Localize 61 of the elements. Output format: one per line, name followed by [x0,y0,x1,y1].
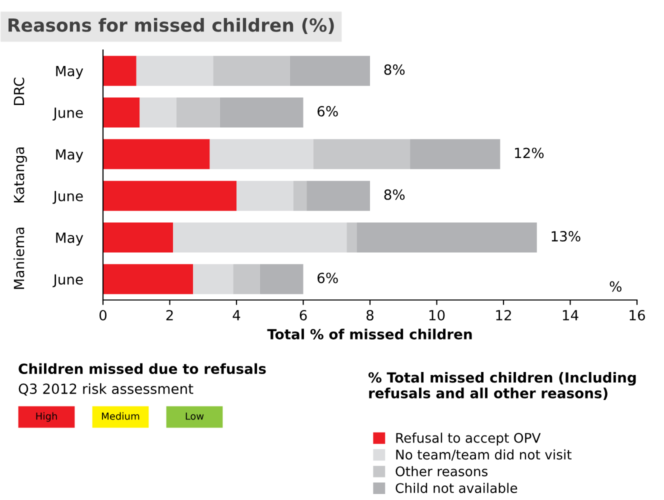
bar [213,56,290,86]
x-tick-label: 16 [630,310,645,320]
bar [293,180,307,211]
legend-title: % Total missed children (Including refusals and all other reasons) [368,372,636,400]
y-tick-label: May [56,66,84,79]
bar [140,98,176,128]
x-axis-title: Total % of missed children [267,328,472,340]
bar [103,98,140,128]
bar [260,264,304,294]
bar [356,222,537,252]
bar [173,222,347,252]
x-tick-label: 14 [562,310,578,320]
category-label: Medium [102,412,140,420]
bar [193,264,234,294]
legend-label: Other reasons [396,466,488,476]
category-label: Low [186,412,204,420]
total-label: 8% [384,189,405,200]
bar [210,139,314,170]
text: Q3 2012 risk assessment [18,383,194,396]
bar [233,264,260,294]
bar [103,180,236,211]
category-label: High [36,412,57,422]
bar [176,98,220,128]
bar [103,222,174,252]
y-tick-label: June [52,274,83,288]
total-label: 12% [515,148,544,158]
x-tick-label: 10 [429,310,445,320]
total-label: 6% [318,106,338,117]
x-tick-label: 4 [232,310,240,320]
annotation: % [610,281,622,292]
bar [346,222,357,252]
text: Children missed due to refusals [18,363,266,374]
x-tick-label: 0 [99,310,106,320]
legend-label: No team/team did not visit [396,449,572,461]
bar [236,180,294,211]
total-label: 8% [384,64,405,75]
bar [410,139,500,170]
x-tick-label: 8 [366,310,374,320]
bar [220,98,304,128]
bar [290,56,370,86]
legend-label: Refusal to accept OPV [396,432,541,446]
y-tick-label: May [56,149,84,162]
text: Katanga [14,148,27,202]
x-tick-label: 12 [496,310,511,320]
y-tick-label: June [52,108,83,121]
bar [103,139,210,170]
bar [103,264,194,294]
text: DRC [14,78,24,105]
chart-title: Reasons for missed children (%) [8,18,334,34]
total-label: 13% [552,231,580,242]
legend-label: Child not available [396,482,518,494]
bar [136,56,214,86]
bar [103,56,136,86]
y-tick-label: May [56,232,84,246]
y-tick-label: June [52,190,83,204]
x-tick-label: 2 [166,310,173,320]
bar [313,139,410,170]
total-label: 6% [318,272,338,284]
bar [306,180,370,211]
text: Maniema [14,228,24,289]
x-tick-label: 6 [300,310,307,320]
